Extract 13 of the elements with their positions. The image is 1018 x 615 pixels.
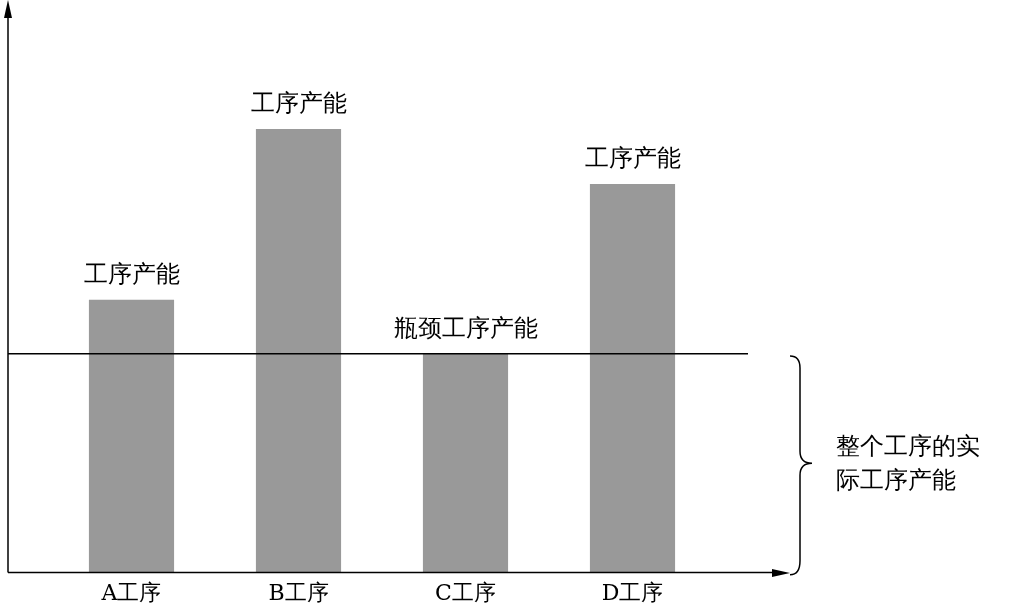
- annotation: 工序产能: [584, 144, 681, 173]
- bar: [589, 183, 676, 573]
- annotation: 瓶颈工序产能: [393, 314, 538, 343]
- bar: [88, 299, 175, 573]
- x-tick-label: D工序: [601, 579, 664, 605]
- text: 整个工序的实际工序产能: [836, 431, 981, 497]
- bar: [255, 128, 342, 573]
- bar: [422, 353, 509, 573]
- x-tick-label: C工序: [435, 579, 496, 605]
- annotation: 工序产能: [83, 259, 180, 288]
- annotation: 工序产能: [250, 89, 347, 118]
- x-tick-label: A工序: [100, 579, 162, 605]
- x-tick-label: B工序: [268, 579, 329, 605]
